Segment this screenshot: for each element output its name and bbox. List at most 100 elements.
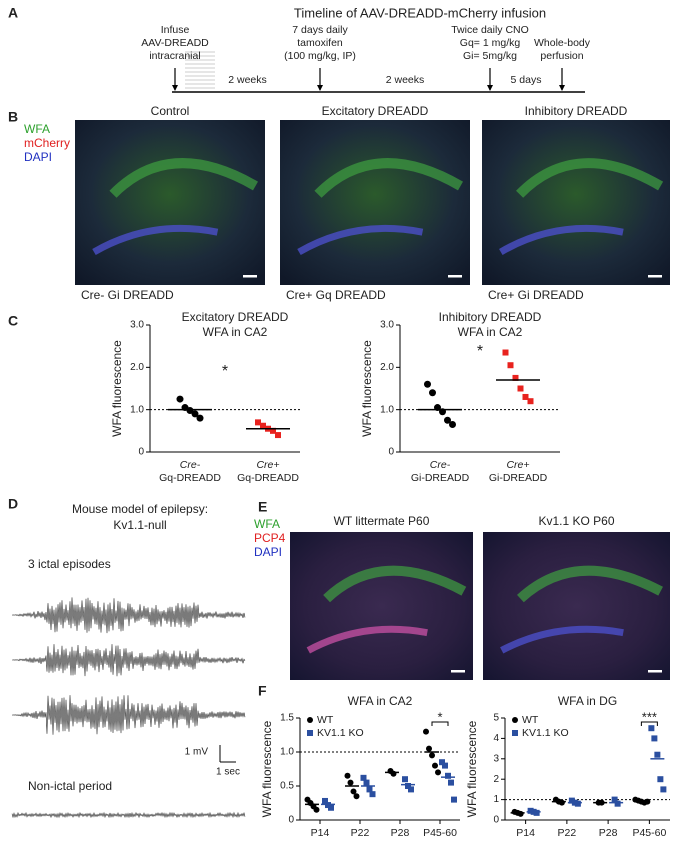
image-title: Control: [151, 104, 190, 118]
data-point: [574, 800, 581, 807]
timeline-title: Timeline of AAV-DREADD-mCherry infusion: [294, 5, 546, 20]
micrograph: [290, 532, 473, 680]
scale-x-label: 1 sec: [216, 767, 240, 778]
x-tick-label: P28: [599, 827, 618, 839]
x-tick-label: Gq-DREADD: [237, 472, 299, 484]
data-point: [445, 772, 451, 779]
event-label: Whole-body: [534, 37, 591, 49]
data-point: [344, 772, 351, 779]
data-point: [191, 410, 199, 418]
scale-bar: [448, 275, 462, 278]
data-point: [186, 407, 194, 415]
data-point: [322, 797, 328, 804]
eeg-trace: [12, 644, 246, 677]
event-label: intracranial: [149, 50, 200, 62]
x-tick-label: Gi-DREADD: [489, 472, 548, 484]
x-tick-label: Cre+: [256, 459, 279, 471]
data-point: [313, 806, 320, 813]
legend-entry: WT: [522, 714, 539, 726]
dg-layer: [92, 224, 219, 256]
x-tick-label: Cre+: [506, 459, 529, 471]
chart-title: Excitatory DREADD: [182, 310, 289, 324]
legend-entry: KV1.1 KO: [317, 727, 364, 739]
data-point: [275, 432, 281, 439]
arrow-head: [487, 85, 493, 91]
image-title: WT littermate P60: [334, 514, 430, 528]
eeg-trace: [11, 811, 246, 819]
scale-y-label: 1 mV: [185, 747, 209, 758]
data-point: [176, 395, 184, 403]
legend-entry: WFA: [254, 517, 280, 531]
data-point: [350, 788, 357, 795]
image-title: Inhibitory DREADD: [525, 104, 628, 118]
data-point: [648, 725, 655, 732]
significance: *: [437, 709, 442, 724]
event-label: tamoxifen: [297, 37, 343, 49]
y-axis-label: WFA fluorescence: [360, 340, 374, 437]
chart-title: WFA in CA2: [458, 325, 523, 339]
x-tick-label: Gi-DREADD: [411, 472, 470, 484]
event-label: perfusion: [540, 50, 583, 62]
data-point: [533, 809, 540, 816]
panel-label: B: [8, 109, 18, 125]
data-point: [353, 793, 360, 800]
y-tick-label: 3.0: [130, 320, 144, 331]
data-point: [260, 422, 266, 429]
legend-entry: PCP4: [254, 531, 286, 545]
y-tick-label: 1.0: [280, 747, 294, 758]
interval-label: 2 weeks: [228, 74, 267, 86]
y-tick-label: 1: [493, 794, 499, 805]
significance: *: [222, 363, 228, 380]
data-point: [369, 791, 376, 798]
data-point: [439, 759, 445, 766]
image-caption: Cre+ Gi DREADD: [488, 288, 584, 302]
panel-d: Mouse model of epilepsy: Kv1.1-null 3 ic…: [11, 502, 246, 819]
y-tick-label: 3.0: [380, 320, 394, 331]
dg-layer: [297, 224, 424, 256]
y-tick-label: 4: [493, 733, 499, 744]
data-point: [363, 779, 370, 786]
data-point: [507, 362, 514, 369]
data-point: [360, 774, 367, 781]
data-point: [512, 374, 519, 381]
data-point: [429, 389, 436, 397]
dg-layer: [499, 224, 624, 256]
data-point: [196, 414, 204, 422]
data-point: [449, 420, 456, 428]
event-label: Twice daily CNO: [451, 24, 529, 36]
panel-d-title: Kv1.1-null: [113, 518, 166, 532]
data-point: [527, 398, 534, 405]
data-point: [657, 776, 664, 783]
y-tick-label: 2: [493, 774, 499, 785]
arrow-head: [172, 85, 178, 91]
y-tick-label: 1.0: [380, 404, 394, 415]
panel-label: A: [8, 5, 18, 21]
y-tick-label: 2.0: [380, 362, 394, 373]
ca-layer: [517, 565, 663, 603]
chart-title: WFA in DG: [558, 694, 617, 708]
y-axis-label: WFA fluorescence: [260, 720, 274, 817]
significance: *: [477, 343, 483, 360]
scale-bar: [648, 670, 662, 673]
legend-marker: [512, 730, 518, 736]
scale-bar: [243, 275, 257, 278]
syringe-icon: [185, 51, 215, 89]
chart-title: WFA in CA2: [348, 694, 413, 708]
legend-marker: [307, 717, 313, 723]
panel-label: D: [8, 496, 18, 512]
ca-layer: [516, 158, 664, 198]
y-tick-label: 0.5: [280, 781, 294, 792]
micrograph: [75, 120, 265, 285]
x-tick-label: P45-60: [632, 827, 666, 839]
ca-layer: [109, 158, 259, 198]
data-point: [502, 349, 509, 356]
image-caption: Cre- Gi DREADD: [81, 288, 174, 302]
significance: ***: [642, 709, 657, 724]
panel-label: F: [258, 683, 267, 699]
y-tick-label: 1.0: [130, 404, 144, 415]
image-caption: Cre+ Gq DREADD: [286, 288, 386, 302]
chart-title: WFA in CA2: [203, 325, 268, 339]
legend-entry: mCherry: [24, 136, 70, 150]
data-point: [347, 779, 354, 786]
